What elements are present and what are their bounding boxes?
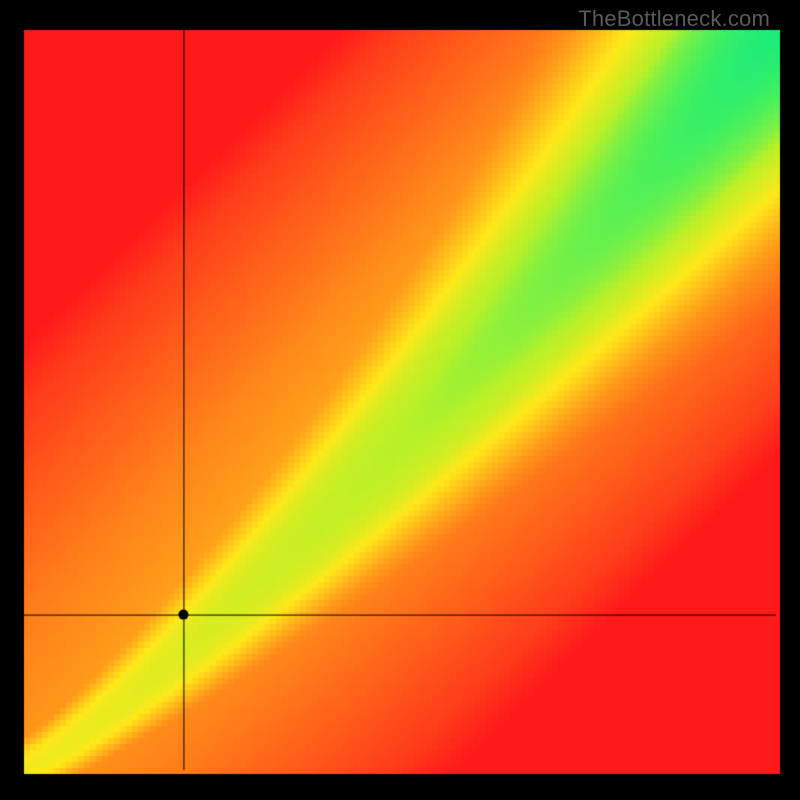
- bottleneck-chart-container: TheBottleneck.com: [0, 0, 800, 800]
- watermark-text: TheBottleneck.com: [578, 6, 770, 32]
- heatmap-canvas: [0, 0, 800, 800]
